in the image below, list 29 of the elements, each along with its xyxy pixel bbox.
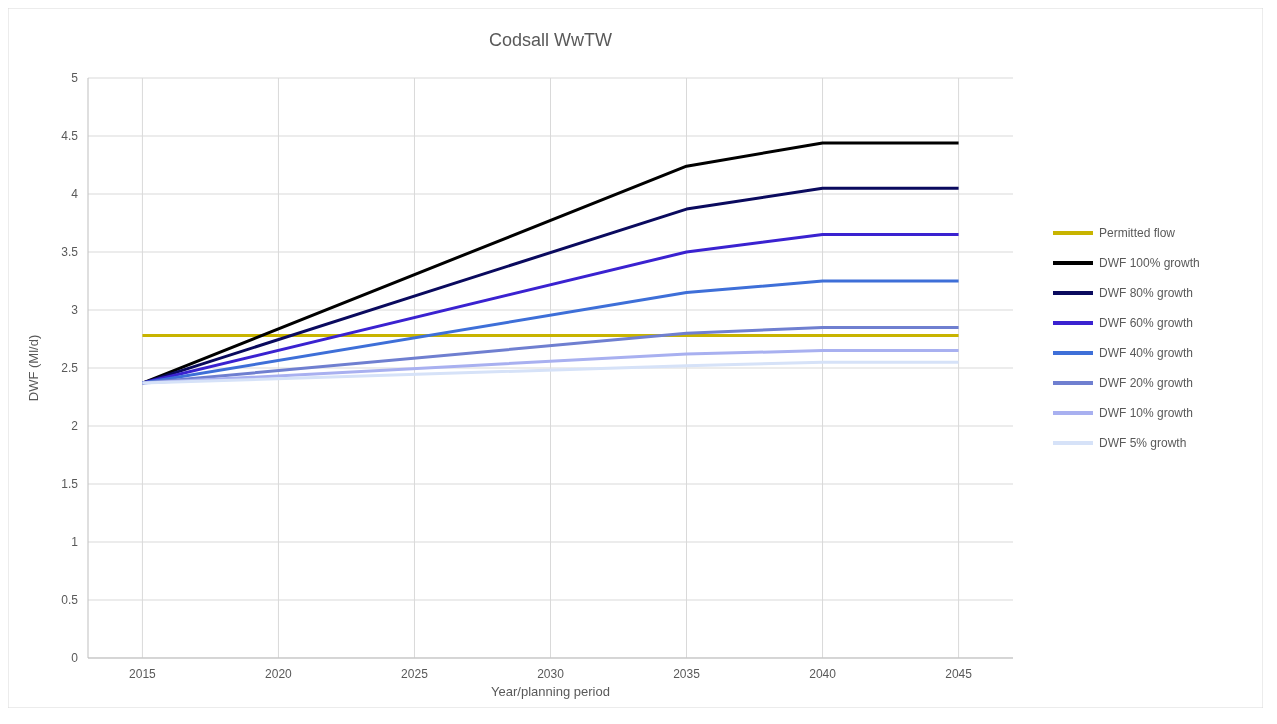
x-tick-label: 2015: [129, 667, 157, 681]
legend-label: DWF 100% growth: [1099, 256, 1200, 270]
y-tick-label: 0.5: [61, 593, 79, 607]
legend-label: DWF 40% growth: [1099, 346, 1194, 360]
y-tick-label: 5: [71, 71, 79, 85]
x-axis-title: Year/planning period: [491, 684, 610, 699]
x-tick-label: 2025: [401, 667, 429, 681]
legend-label: DWF 20% growth: [1099, 376, 1194, 390]
x-tick-label: 2020: [265, 667, 293, 681]
legend-label: DWF 10% growth: [1099, 406, 1194, 420]
legend-label: DWF 80% growth: [1099, 286, 1194, 300]
y-tick-label: 3: [71, 303, 79, 317]
legend-label: Permitted flow: [1099, 226, 1176, 240]
y-tick-label: 1: [71, 535, 79, 549]
y-tick-label: 1.5: [61, 477, 79, 491]
x-tick-label: 2040: [809, 667, 837, 681]
y-tick-label: 2.5: [61, 361, 79, 375]
y-tick-label: 3.5: [61, 245, 79, 259]
y-tick-label: 4: [71, 187, 79, 201]
y-tick-label: 2: [71, 419, 79, 433]
y-tick-label: 4.5: [61, 129, 79, 143]
y-tick-label: 0: [71, 651, 79, 665]
legend-label: DWF 60% growth: [1099, 316, 1194, 330]
chart-title: Codsall WwTW: [488, 30, 613, 50]
legend-label: DWF 5% growth: [1099, 436, 1187, 450]
x-tick-label: 2035: [673, 667, 701, 681]
y-axis-title: DWF (Ml/d): [26, 334, 41, 402]
x-tick-label: 2045: [945, 667, 973, 681]
x-tick-label: 2030: [537, 667, 565, 681]
